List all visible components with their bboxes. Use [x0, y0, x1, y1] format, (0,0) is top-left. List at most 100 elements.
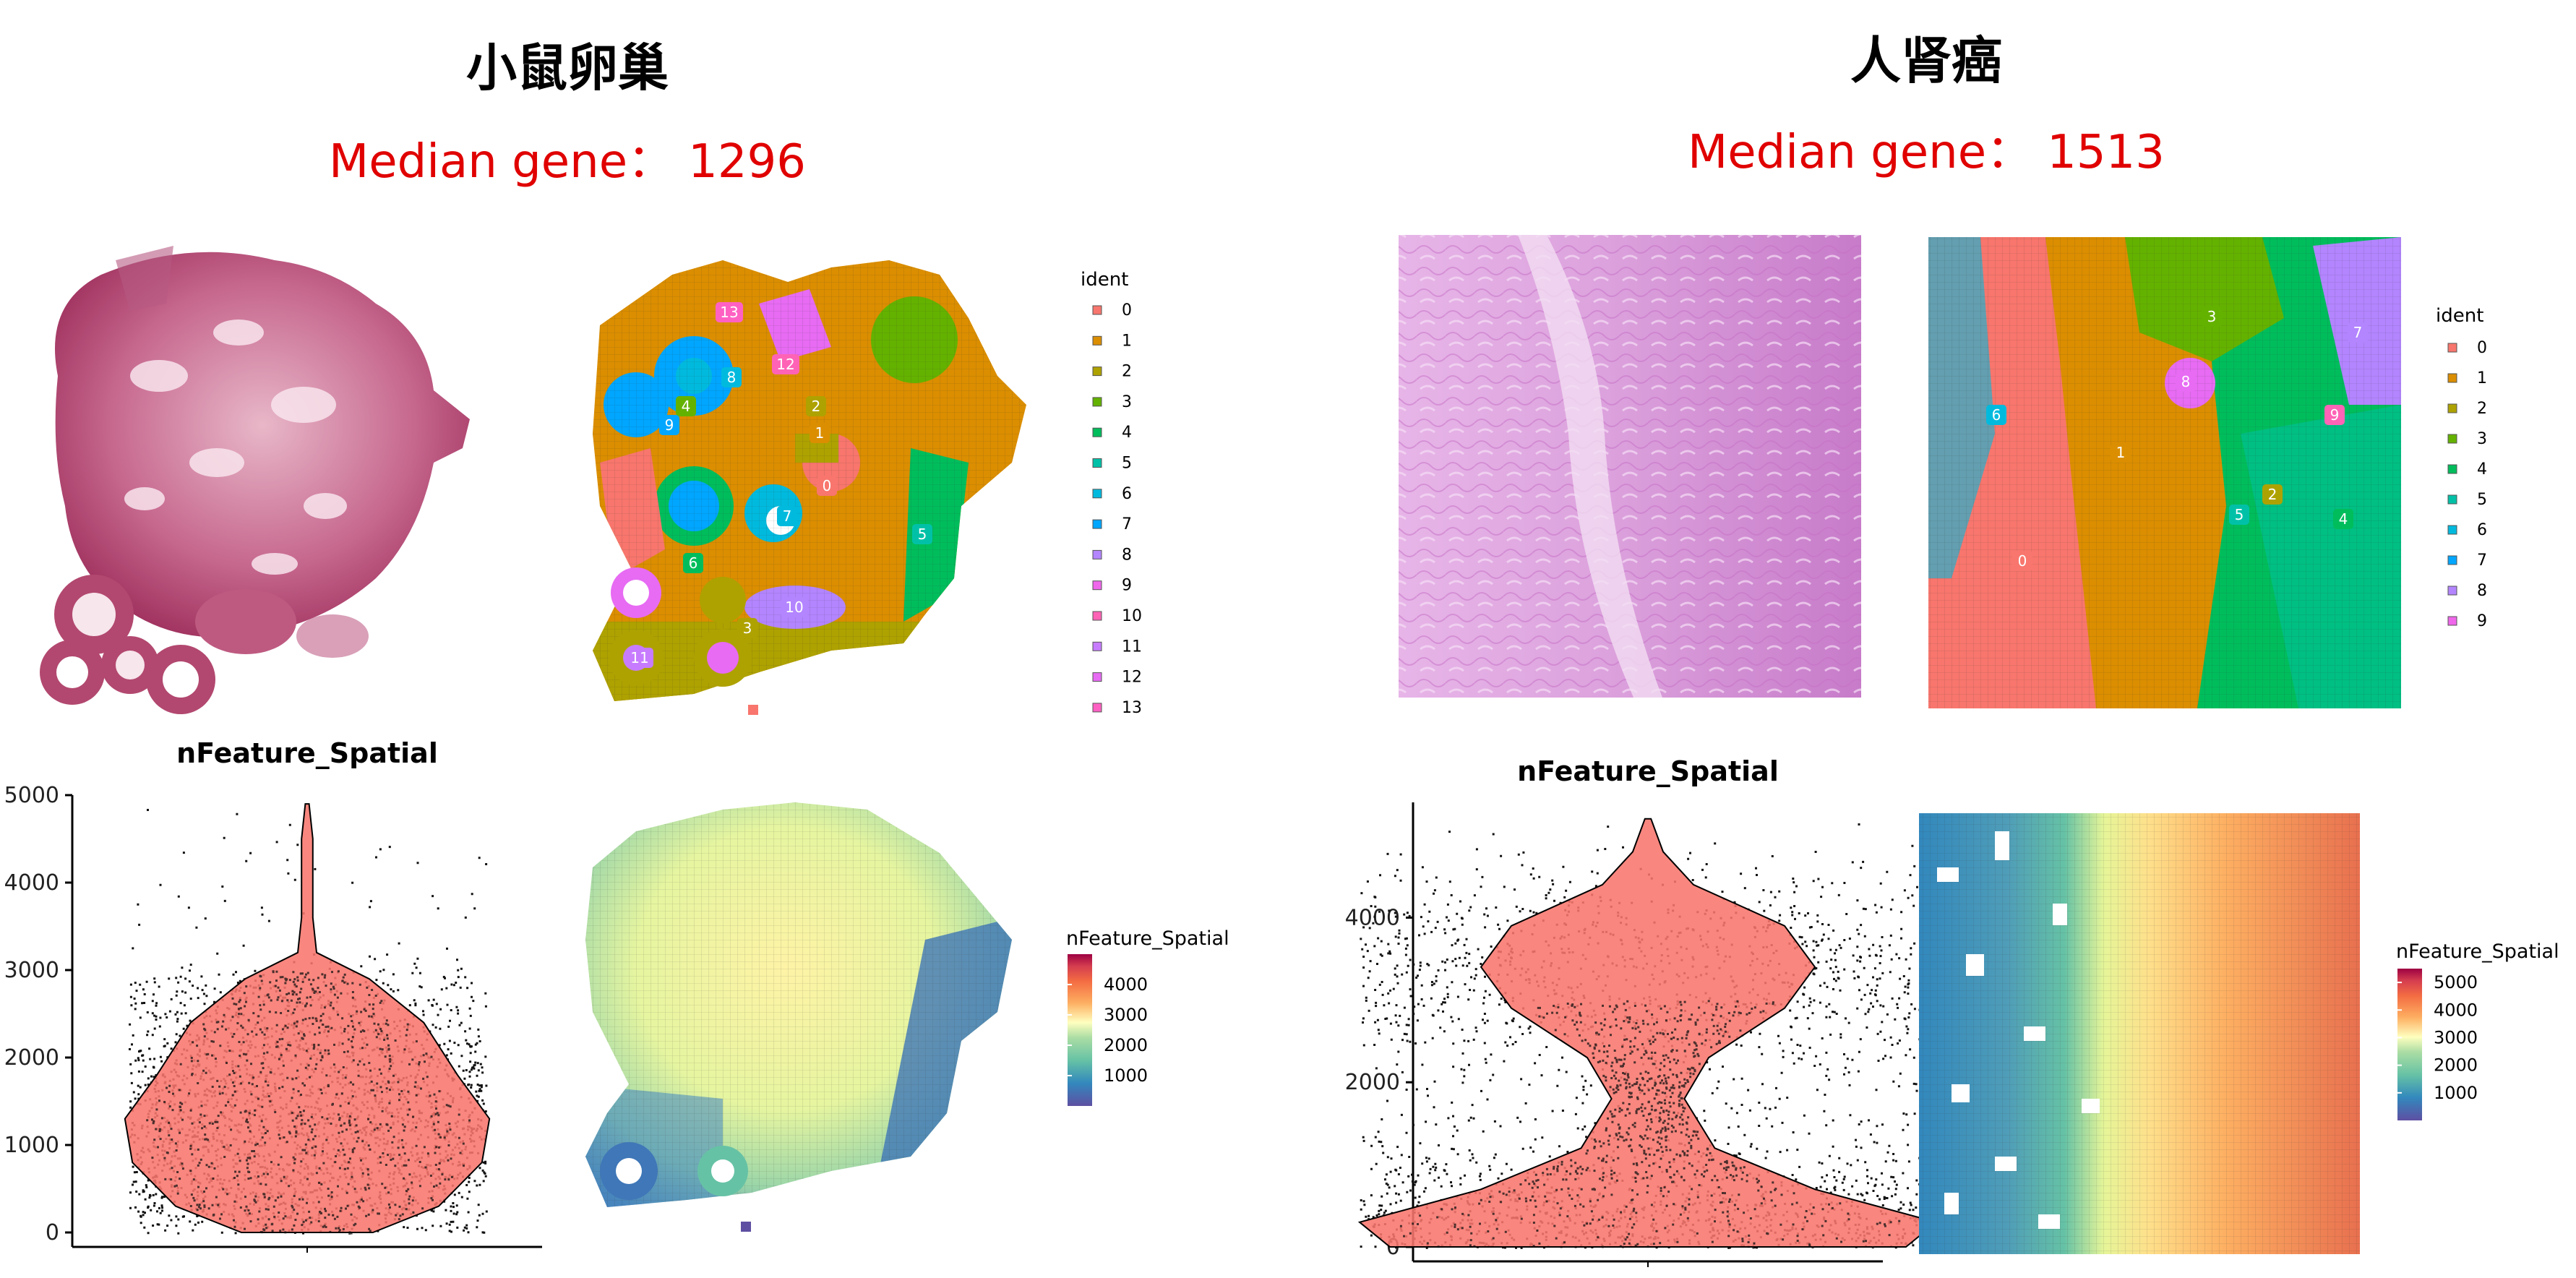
left-legend-label-10: 10: [1122, 607, 1142, 625]
ovary-spatial-cluster-map: 13 12 8 4 9 2 1 0 7 5 6 10 3 11: [593, 260, 1026, 715]
ovary-spatial-feature-map: [585, 802, 1012, 1232]
left-legend-label-9: 9: [1122, 577, 1132, 595]
right-feature-tick-3000: 3000: [2434, 1027, 2478, 1047]
right-legend-label-8: 8: [2477, 582, 2487, 600]
svg-text:0: 0: [2018, 552, 2027, 570]
right-legend-label-5: 5: [2477, 491, 2487, 509]
svg-text:7: 7: [783, 507, 792, 525]
left-legend-swatch-13: [1092, 703, 1102, 713]
left-ytick-label-0: 0: [46, 1220, 59, 1245]
right-ytick-label-4000: 4000: [1345, 905, 1400, 930]
left-violin-title: nFeature_Spatial: [176, 737, 438, 769]
right-legend-label-3: 3: [2477, 430, 2487, 448]
svg-text:8: 8: [727, 369, 737, 386]
svg-text:10: 10: [785, 599, 803, 616]
svg-text:7: 7: [2353, 324, 2363, 341]
left-legend-label-2: 2: [1122, 363, 1132, 381]
left-ytick-label-1000: 1000: [4, 1133, 59, 1158]
svg-text:6: 6: [1992, 406, 2001, 424]
right-feature-legend: nFeature_Spatial 5000 4000 3000 2000 1000: [2396, 940, 2559, 1120]
left-feature-legend: nFeature_Spatial 4000 3000 2000 1000: [1066, 927, 1229, 1106]
left-legend-label-6: 6: [1122, 485, 1132, 503]
left-legend-swatch-8: [1092, 549, 1102, 559]
left-feature-legend-title: nFeature_Spatial: [1066, 927, 1229, 950]
right-median-gene: Median gene： 1513: [1688, 126, 2165, 179]
right-panel-title: 人肾癌: [1850, 31, 2002, 90]
right-feature-tick-1000: 1000: [2434, 1083, 2478, 1103]
right-feature-tick-5000: 5000: [2434, 972, 2478, 992]
right-legend-swatch-2: [2447, 403, 2457, 413]
svg-text:9: 9: [665, 416, 674, 434]
svg-text:6: 6: [689, 554, 698, 572]
left-feature-tick-1000: 1000: [1104, 1065, 1148, 1086]
left-violin-body: [124, 803, 491, 1233]
left-ytick-label-4000: 4000: [4, 870, 59, 896]
right-legend-swatch-1: [2447, 373, 2457, 383]
left-legend-swatch-10: [1092, 611, 1102, 621]
right-legend-swatch-9: [2447, 616, 2457, 626]
left-legend-swatch-0: [1092, 305, 1102, 315]
svg-text:0: 0: [823, 477, 832, 494]
svg-text:3: 3: [743, 619, 752, 637]
svg-text:1: 1: [2116, 444, 2126, 461]
left-legend-label-3: 3: [1122, 393, 1132, 411]
left-median-label: Median gene：: [329, 135, 674, 189]
left-legend-label-0: 0: [1122, 301, 1132, 320]
right-ytick-label-2000: 2000: [1345, 1070, 1400, 1095]
kidney-spatial-feature-map: [1919, 813, 2360, 1254]
svg-text:13: 13: [720, 304, 738, 321]
right-legend-label-6: 6: [2477, 521, 2487, 539]
right-legend-swatch-0: [2447, 343, 2457, 353]
right-legend-label-0: 0: [2477, 339, 2487, 357]
right-legend-label-1: 1: [2477, 369, 2487, 387]
left-ytick-label-5000: 5000: [4, 783, 59, 808]
left-legend-label-4: 4: [1122, 424, 1132, 442]
left-median-value: 1296: [688, 135, 806, 189]
left-legend-swatch-1: [1092, 335, 1102, 346]
left-legend-swatch-4: [1092, 427, 1102, 437]
right-violin-body: [1357, 818, 1939, 1248]
right-violin-title: nFeature_Spatial: [1517, 755, 1779, 787]
right-feature-tick-4000: 4000: [2434, 1000, 2478, 1020]
right-legend-label-7: 7: [2477, 552, 2487, 570]
left-legend-label-8: 8: [1122, 546, 1132, 564]
left-legend-label-1: 1: [1122, 332, 1132, 350]
svg-text:1: 1: [815, 424, 825, 442]
kidney-spatial-cluster-map: 3 7 8 6 9 1 2 5 4 0: [1928, 237, 2401, 708]
svg-text:4: 4: [2339, 510, 2348, 528]
right-legend-label-2: 2: [2477, 400, 2487, 418]
right-median-value: 1513: [2047, 126, 2165, 179]
svg-text:11: 11: [630, 649, 648, 666]
left-legend-swatch-11: [1092, 641, 1102, 651]
left-legend-swatch-3: [1092, 397, 1102, 407]
left-panel-title: 小鼠卵巢: [466, 38, 669, 98]
left-violin-plot: 0 1000 2000 3000 4000 5000: [4, 783, 542, 1253]
right-legend-label-4: 4: [2477, 460, 2487, 479]
left-legend-swatch-6: [1092, 489, 1102, 499]
left-legend-swatch-9: [1092, 580, 1102, 591]
right-legend-swatch-4: [2447, 464, 2457, 474]
svg-text:5: 5: [2235, 506, 2244, 523]
svg-text:5: 5: [918, 526, 927, 543]
left-legend-title: ident: [1081, 269, 1128, 291]
svg-text:3: 3: [2207, 308, 2217, 325]
right-legend-swatch-8: [2447, 586, 2457, 596]
right-legend-label-9: 9: [2477, 612, 2487, 630]
left-legend-label-7: 7: [1122, 515, 1132, 533]
left-legend-label-13: 13: [1122, 699, 1142, 717]
left-feature-tick-2000: 2000: [1104, 1035, 1148, 1055]
left-ytick-label-3000: 3000: [4, 958, 59, 983]
left-legend-swatch-2: [1092, 366, 1102, 377]
kidney-he-image: [1399, 235, 1861, 698]
right-cluster-legend: ident 0 1 2 3 4 5 6 7 8 9: [2436, 305, 2487, 630]
left-feature-tick-4000: 4000: [1104, 974, 1148, 995]
ovary-he-image: [40, 246, 470, 714]
right-violin-plot: 020004000: [1345, 802, 1939, 1267]
right-feature-legend-title: nFeature_Spatial: [2396, 940, 2559, 963]
svg-text:9: 9: [2330, 406, 2340, 424]
left-legend-label-12: 12: [1122, 669, 1142, 687]
left-legend-swatch-5: [1092, 458, 1102, 468]
svg-text:8: 8: [2181, 373, 2191, 390]
right-legend-swatch-5: [2447, 494, 2457, 505]
